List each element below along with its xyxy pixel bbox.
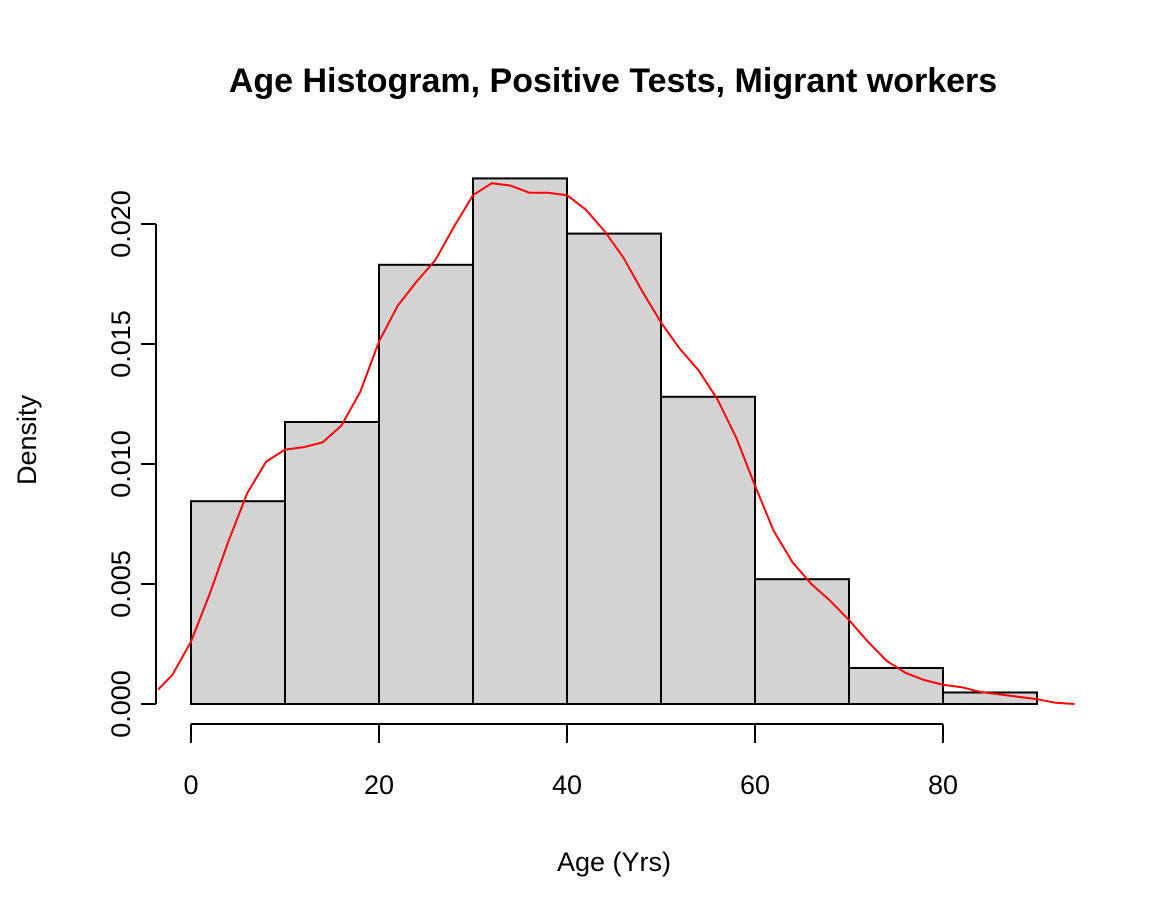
histogram-bar xyxy=(472,177,568,705)
histogram-bar xyxy=(284,421,380,705)
x-axis-label: Age (Yrs) xyxy=(557,847,671,877)
histogram-bar xyxy=(660,395,756,705)
x-tick-label: 60 xyxy=(740,770,770,800)
y-axis-label: Density xyxy=(12,394,42,485)
y-tick-label: 0.015 xyxy=(106,310,136,378)
histogram-bar xyxy=(378,263,474,705)
y-tick-label: 0.010 xyxy=(106,430,136,498)
histogram-bar xyxy=(848,667,944,705)
histogram-bars xyxy=(190,177,1038,706)
chart-title: Age Histogram, Positive Tests, Migrant w… xyxy=(229,62,997,100)
y-tick-label: 0.005 xyxy=(106,550,136,618)
x-tick-label: 20 xyxy=(364,770,394,800)
y-tick-label: 0.020 xyxy=(106,190,136,258)
y-tick-label: 0.000 xyxy=(106,670,136,738)
x-tick-label: 0 xyxy=(183,770,198,800)
x-axis: 0 20 40 60 80 xyxy=(183,723,958,800)
y-axis: 0.000 0.005 0.010 0.015 0.020 xyxy=(106,190,157,738)
histogram-bar xyxy=(566,232,662,705)
histogram-bar xyxy=(754,578,850,706)
x-tick-label: 40 xyxy=(552,770,582,800)
histogram-bar xyxy=(190,500,286,706)
x-tick-label: 80 xyxy=(928,770,958,800)
density-curve xyxy=(157,182,1075,705)
